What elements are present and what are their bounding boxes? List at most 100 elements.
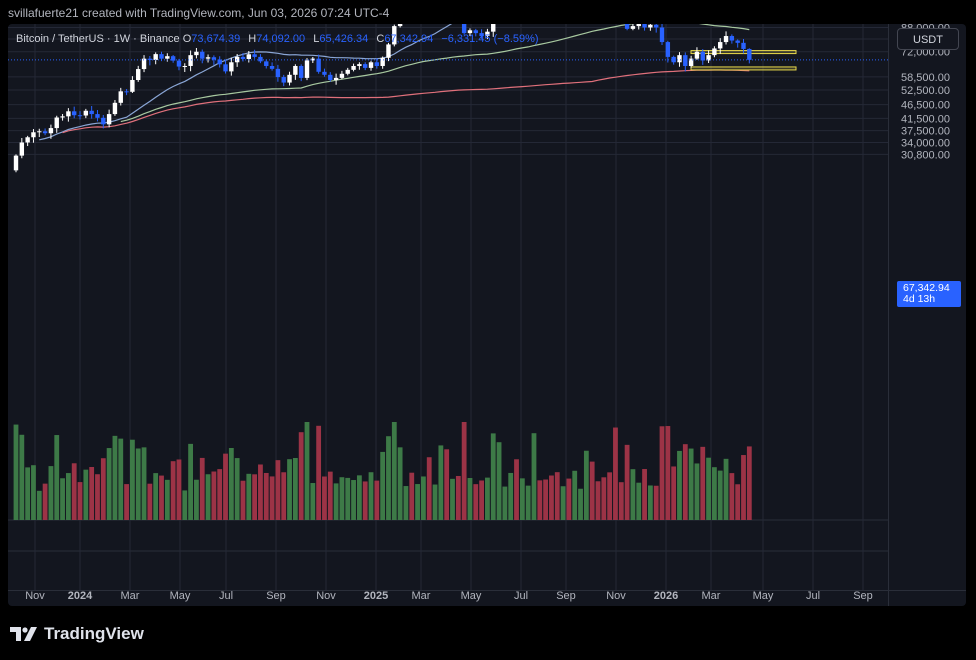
candle-body [293,65,298,75]
candle-body [642,24,647,28]
candle-body [339,73,345,78]
symbol-legend[interactable]: Bitcoin / TetherUS · 1W · Binance O73,67… [16,33,544,45]
chart-panel[interactable]: 150,000.00130,000.00110,000.00100,000.00… [8,24,966,606]
open-value: 73,674.39 [191,33,241,45]
candle-body [630,26,636,29]
candle-body [211,57,217,60]
candle-body [269,65,275,69]
time-tick-label: Jul [514,590,528,602]
time-tick-label: Sep [853,590,873,602]
volume-bar [461,422,467,520]
price-tick-label: 30,800.00 [901,149,950,161]
volume-bar [205,474,211,520]
volume-bar [508,472,514,520]
volume-bar [647,485,653,520]
candle-body [246,54,251,60]
volume-bar [141,447,147,520]
candle-body [66,111,71,117]
candle-body [252,54,257,57]
volume-bar [578,488,583,520]
volume-bar [327,471,333,520]
volume-bar [717,470,723,520]
candle-body [706,55,711,61]
volume-bar [549,475,554,520]
volume-bar [455,475,461,520]
candle-body [37,131,42,133]
volume-bar [485,477,490,520]
time-tick-label: Mar [702,590,721,602]
volume-bar [36,490,42,520]
candle-body [304,60,310,78]
ma-100-line [62,69,750,134]
volume-bar [397,447,403,520]
volume-bar [258,464,263,520]
candle-body [101,117,106,125]
volume-bar [54,435,60,520]
volume-bar [403,486,409,520]
candle-body [397,24,403,27]
candle-body [19,142,25,156]
low-label: L [313,33,320,45]
tradingview-footer[interactable]: TradingView [10,624,144,644]
volume-bar [525,485,531,520]
volume-bar [490,433,496,520]
candle-body [200,51,205,59]
last-price-value: 67,342.94 [903,282,950,294]
currency-button[interactable]: USDT [897,28,959,50]
volume-bar [292,458,298,520]
volume-bar [217,469,223,520]
candle-body [491,24,496,32]
volume-bar [124,484,129,520]
volume-bar [25,467,31,520]
volume-bar [252,474,258,520]
change-value: −6,331.45 (−8.59%) [441,33,539,45]
time-tick-label: Sep [556,590,576,602]
time-tick-label: Nov [606,590,626,602]
volume-bar [595,481,601,520]
candle-body [240,56,246,60]
candle-body [234,56,240,63]
candle-body [223,64,228,72]
volume-bar [77,482,83,520]
candle-body [636,24,641,27]
candle-body [176,60,182,67]
time-tick-label: Nov [25,590,45,602]
volume-bar [95,474,100,520]
candle-body [712,48,717,56]
candle-body [683,55,688,66]
volume-bar [700,446,706,520]
close-label: C [376,33,385,45]
candle-body [322,71,327,75]
candle-body [357,64,362,66]
volume-bar [164,479,170,520]
candle-body [287,74,292,83]
time-tick-label: Sep [266,590,286,602]
volume-bar [537,480,543,520]
volume-bar [316,425,322,520]
volume-bar [729,473,735,520]
price-tick-label: 46,500.00 [901,100,950,112]
candle-body [106,114,112,125]
ma-20-line [39,24,453,141]
volume-bar [531,433,537,520]
candle-body [130,79,135,92]
candle-body [694,51,700,59]
volume-bar [572,470,578,520]
price-chart[interactable]: 150,000.00130,000.00110,000.00100,000.00… [8,24,966,606]
volume-bar [130,439,135,520]
volume-bar [275,460,281,520]
candle-body [31,132,36,138]
candle-body [141,58,147,70]
time-tick-label: May [753,590,774,602]
volume-bar [322,476,327,520]
volume-bar [199,457,205,520]
volume-bar [333,483,339,520]
volume-bar [421,476,426,520]
volume-bar [19,434,25,520]
volume-bar [228,447,234,520]
volume-bar [234,458,240,520]
candle-body [654,24,659,28]
volume-bar [13,424,19,520]
volume-bar [682,444,688,520]
volume-bar [677,450,682,520]
